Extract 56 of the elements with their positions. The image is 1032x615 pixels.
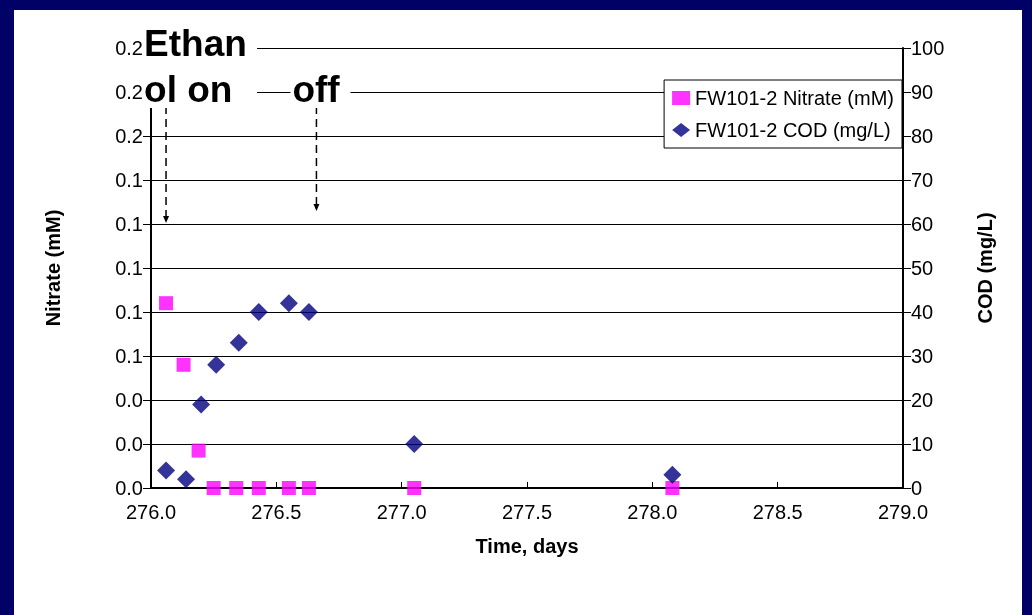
y2-tick-label: 90 xyxy=(911,81,934,103)
y-tick-label: 0.0 xyxy=(115,433,143,455)
x-tick-label: 277.5 xyxy=(501,501,553,523)
point xyxy=(177,470,196,489)
y-tick-label: 0.1 xyxy=(115,169,143,191)
y2-tick-label: 40 xyxy=(911,301,934,323)
point xyxy=(665,481,680,495)
y2-tick-label: 70 xyxy=(911,169,934,191)
y-tick-label: 0.1 xyxy=(115,345,143,367)
point xyxy=(407,481,422,495)
y2-tick-label: 0 xyxy=(911,477,923,499)
point xyxy=(159,296,174,311)
x-tick-label: 276.5 xyxy=(251,501,302,523)
y-tick-label: 0.2 xyxy=(115,81,143,103)
legend-label: FW101-2 Nitrate (mM) xyxy=(695,87,894,109)
x-tick-label: 277.0 xyxy=(376,501,427,523)
point xyxy=(301,481,316,495)
point xyxy=(229,333,248,352)
y2-axis-title: COD (mg/L) xyxy=(974,212,996,324)
y2-tick-label: 30 xyxy=(911,345,934,367)
annotation: Ethanol on xyxy=(144,22,247,110)
point xyxy=(207,355,226,374)
y-tick-label: 0.1 xyxy=(115,213,143,235)
x-tick-label: 278.5 xyxy=(752,501,803,523)
y-tick-label: 0.0 xyxy=(115,389,143,411)
point xyxy=(191,443,206,458)
y-tick-label: 0.1 xyxy=(115,257,143,279)
legend-label: FW101-2 COD (mg/L) xyxy=(695,119,891,141)
y-tick-label: 0.1 xyxy=(115,301,143,323)
y2-tick-label: 10 xyxy=(911,433,934,455)
x-tick-label: 278.0 xyxy=(627,501,678,523)
y-tick-label: 0.0 xyxy=(115,477,143,499)
y2-tick-label: 100 xyxy=(911,37,945,59)
point xyxy=(192,395,211,414)
point xyxy=(206,481,221,495)
y2-tick-label: 20 xyxy=(911,389,934,411)
point xyxy=(251,481,266,495)
point xyxy=(299,303,318,321)
annotation: off xyxy=(292,68,341,110)
y-axis-title: Nitrate (mM) xyxy=(42,209,64,327)
point xyxy=(279,294,298,313)
point xyxy=(157,461,176,480)
point xyxy=(663,465,682,484)
point xyxy=(176,357,191,372)
point xyxy=(405,435,424,453)
x-tick-label: 279.0 xyxy=(877,501,929,523)
y2-tick-label: 60 xyxy=(911,213,934,235)
y-tick-label: 0.2 xyxy=(115,37,143,59)
point xyxy=(249,303,268,321)
y-tick-label: 0.2 xyxy=(115,125,143,147)
x-axis-title: Time, days xyxy=(475,535,579,557)
x-tick-label: 276.0 xyxy=(125,501,177,523)
point xyxy=(281,481,296,495)
y2-tick-label: 80 xyxy=(911,125,934,147)
y2-tick-label: 50 xyxy=(911,257,934,279)
point xyxy=(229,481,244,495)
